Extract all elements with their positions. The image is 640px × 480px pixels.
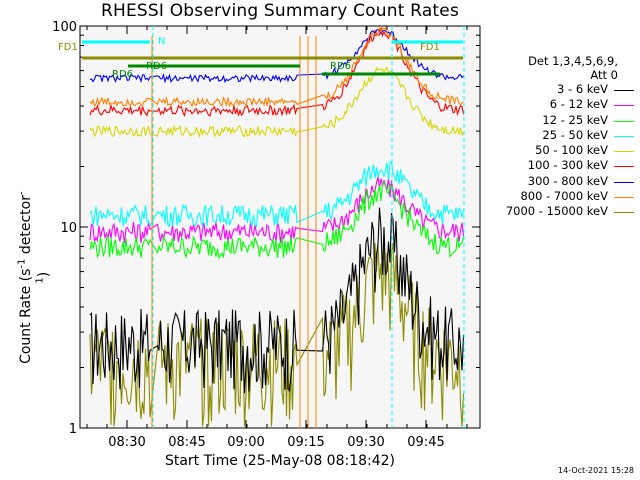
x-tick-label: 08:45	[168, 435, 205, 450]
flag-label: RD6	[330, 61, 351, 72]
y-tick-label: 100	[52, 20, 77, 35]
legend: Det 1,3,4,5,6,9, Att 0 3 - 6 keV 6 - 12 k…	[486, 54, 634, 220]
legend-entries: 3 - 6 keV 6 - 12 keV 12 - 25 keV 25 - 50 ke…	[486, 82, 634, 220]
series-line-3	[89, 182, 465, 260]
legend-entry: 6 - 12 keV	[486, 97, 634, 112]
y-tick-label: 1	[69, 422, 77, 437]
legend-label: 300 - 800 keV	[527, 173, 608, 188]
x-tick-label: 09:30	[347, 435, 384, 450]
series-layer	[89, 25, 465, 428]
legend-label: 100 - 300 keV	[527, 158, 608, 173]
legend-swatch	[614, 105, 634, 107]
legend-entry: 3 - 6 keV	[486, 82, 634, 97]
series-line-1	[89, 207, 465, 394]
series-line-7	[89, 29, 464, 84]
axis-ticks	[80, 25, 480, 429]
legend-label: 7000 - 15000 keV	[505, 204, 608, 219]
legend-entry: 12 - 25 keV	[486, 113, 634, 128]
tick-labels: 08:30 08:45 09:00 09:15 09:30 09:45 1 10 100	[52, 20, 445, 450]
legend-label: 3 - 6 keV	[557, 82, 608, 96]
legend-entry: 100 - 300 keV	[486, 158, 634, 173]
legend-label: 12 - 25 keV	[542, 112, 608, 127]
legend-swatch	[614, 90, 634, 91]
flag-label: FD1	[420, 42, 440, 53]
legend-label: 25 - 50 keV	[542, 127, 608, 142]
series-line-9	[89, 240, 465, 427]
chart-title: RHESSI Observing Summary Count Rates	[100, 1, 460, 21]
flag-label: RD6	[112, 69, 133, 80]
legend-header-line-1: Det 1,3,4,5,6,9,	[528, 54, 618, 68]
y-tick-label: 10	[60, 221, 77, 236]
series-line-5	[89, 66, 464, 139]
legend-swatch	[614, 197, 634, 199]
x-tick-label: 08:30	[108, 435, 145, 450]
y-axis-label: Count Rate (s-1 detector-1)	[16, 191, 52, 364]
series-line-8	[89, 25, 464, 108]
flag-layer: N FD1 RD6 FD1 RD6 RD6	[58, 26, 465, 428]
series-line-2	[89, 176, 465, 244]
legend-entry: 800 - 7000 keV	[486, 189, 634, 204]
legend-label: 800 - 7000 keV	[520, 189, 608, 204]
x-tick-label: 09:00	[227, 435, 264, 450]
legend-swatch	[614, 166, 634, 168]
x-axis-label: Start Time (25-May-08 08:18:42)	[164, 453, 396, 469]
legend-entry: 300 - 800 keV	[486, 174, 634, 189]
flag-label: FD1	[58, 42, 78, 53]
legend-swatch	[614, 212, 634, 214]
legend-label: 50 - 100 keV	[535, 143, 608, 158]
x-tick-label: 09:15	[287, 435, 324, 450]
flag-label: N	[158, 36, 165, 47]
legend-entry: 25 - 50 keV	[486, 128, 634, 143]
legend-swatch	[614, 181, 634, 183]
x-tick-label: 09:45	[407, 435, 444, 450]
legend-entry: 7000 - 15000 keV	[486, 204, 634, 219]
footer-timestamp: 14-Oct-2021 15:28	[558, 466, 634, 475]
legend-swatch	[614, 151, 634, 153]
legend-swatch	[614, 135, 634, 137]
legend-entry: 50 - 100 keV	[486, 143, 634, 158]
flag-label: RD6	[146, 61, 167, 72]
legend-swatch	[614, 120, 634, 122]
legend-header-line-2: Att 0	[590, 68, 618, 82]
series-line-4	[89, 161, 465, 228]
legend-label: 6 - 12 keV	[549, 97, 608, 112]
